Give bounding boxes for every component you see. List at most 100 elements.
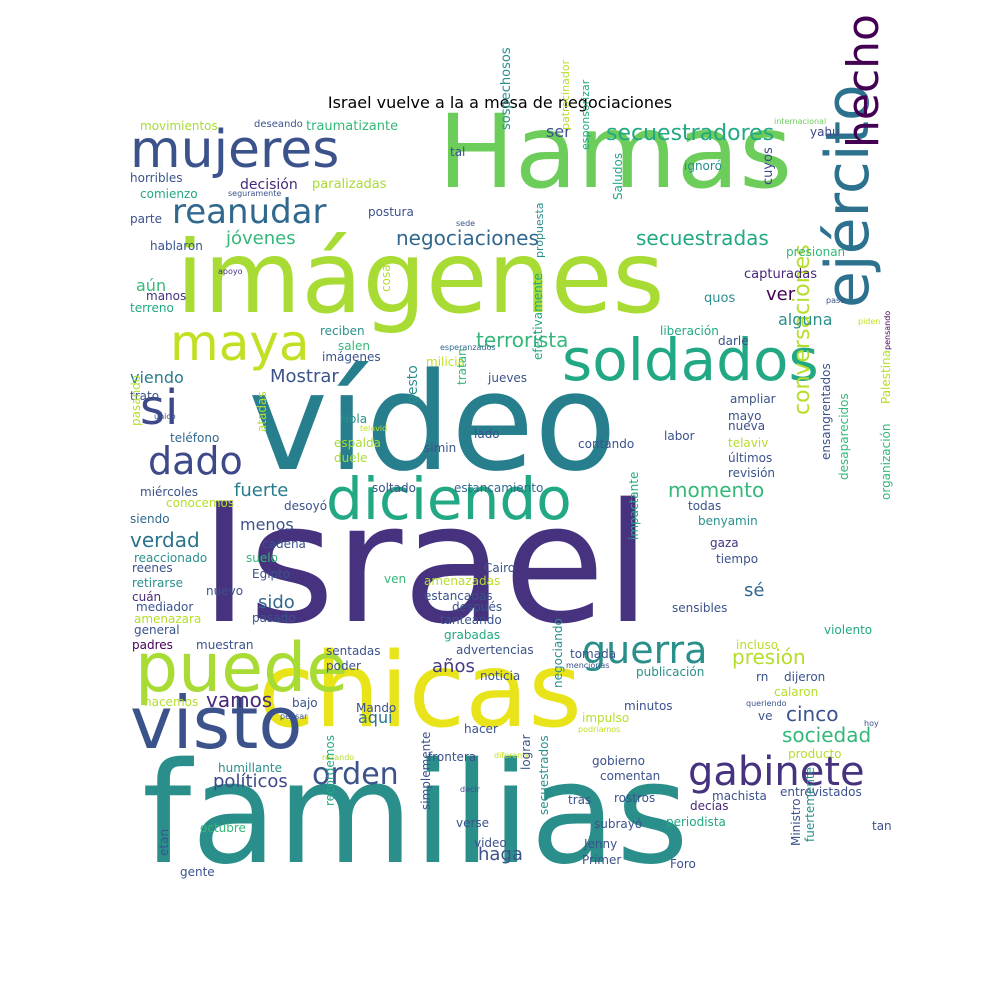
word-cloud-word: capturadas — [744, 267, 818, 282]
word-cloud-word: familias — [142, 733, 689, 896]
word-cloud-word: recordemos — [323, 735, 337, 806]
word-cloud-word: mediador — [136, 600, 194, 614]
word-cloud-word: jóvenes — [226, 228, 296, 249]
word-cloud-word: conocemos — [166, 496, 235, 510]
word-cloud-word: vamos — [206, 688, 273, 712]
word-cloud-word: duele — [334, 451, 368, 465]
word-cloud-word: telaviv — [728, 436, 769, 450]
word-cloud-word: decisión — [240, 177, 298, 193]
word-cloud-word: labor — [664, 429, 695, 443]
word-cloud-word: propuesta — [533, 202, 546, 259]
word-cloud-word: ensangrentados — [819, 363, 833, 460]
word-cloud-word: políticos — [213, 771, 288, 792]
word-cloud-word: impactante — [627, 471, 641, 540]
word-cloud-word: piden — [858, 317, 881, 326]
word-cloud-word: deseando — [254, 119, 303, 130]
word-cloud-word: seguramente — [228, 189, 282, 198]
word-cloud-word: nueva — [728, 419, 766, 433]
word-cloud-word: producto — [788, 747, 842, 761]
word-cloud-word: verse — [456, 816, 490, 830]
word-cloud-word: trato — [130, 389, 160, 403]
word-cloud-word: rezando — [322, 753, 355, 762]
word-cloud-word: esperanzados — [440, 343, 496, 352]
word-cloud-word: efectivamente — [531, 273, 545, 360]
word-cloud-word: quos — [704, 291, 736, 306]
word-cloud-word: tratan — [455, 348, 469, 385]
word-cloud-word: terrorista — [476, 328, 569, 352]
word-cloud-word: patrocinador — [559, 59, 572, 130]
word-cloud-word: orden — [312, 757, 399, 792]
word-cloud-word: comentan — [600, 769, 661, 783]
word-cloud-word: sospechosos — [499, 47, 514, 130]
word-cloud-word: internacional — [774, 117, 827, 126]
word-cloud-word: años — [432, 656, 475, 677]
word-cloud-word: simin — [424, 441, 457, 455]
word-cloud-word: reanudar — [172, 192, 327, 232]
word-cloud-word: poder — [326, 659, 361, 673]
word-cloud-word: diferente — [494, 751, 531, 760]
word-cloud-word: lograr — [519, 734, 533, 770]
word-cloud-word: Israel — [200, 468, 651, 660]
word-cloud-word: fuertemente — [803, 767, 817, 842]
word-cloud-word: contando — [578, 437, 635, 451]
word-cloud-word: horribles — [130, 171, 183, 185]
word-cloud-word: dado — [148, 439, 243, 483]
word-cloud-word: ignoró — [684, 159, 722, 173]
word-cloud-word: apoyo — [218, 267, 243, 276]
word-cloud-word: yahu — [810, 125, 840, 139]
word-cloud-word: Palestina — [879, 349, 893, 404]
word-cloud-word: cuyos — [761, 147, 776, 185]
word-cloud-word: Jenny — [584, 837, 618, 851]
word-cloud-word: pensando — [883, 310, 892, 350]
word-cloud-word: rostros — [614, 791, 656, 805]
word-cloud-word: octubre — [200, 821, 246, 835]
word-cloud-word: aún — [136, 276, 167, 295]
word-cloud-word: estancamiento — [454, 481, 544, 495]
word-cloud-word: imágenes — [322, 350, 381, 364]
word-cloud-word: Hamas — [438, 93, 793, 212]
word-cloud-word: gaza — [710, 536, 739, 550]
word-cloud-word: pasando — [129, 374, 143, 426]
word-cloud-word: único — [154, 412, 176, 421]
word-cloud-word: etan — [157, 828, 171, 856]
word-cloud-word: sociedad — [782, 723, 872, 747]
word-cloud-word: salen — [338, 339, 370, 353]
word-cloud-word: todas — [688, 499, 722, 513]
word-cloud-word: bajo — [292, 696, 318, 710]
word-cloud-word: terreno — [130, 301, 174, 315]
word-cloud-word: humillante — [218, 761, 282, 775]
word-cloud-word: estancadas — [424, 589, 493, 603]
word-cloud-word: nuevo — [206, 584, 244, 598]
word-cloud-word: comienzo — [140, 187, 198, 201]
word-cloud-word: aquí — [358, 708, 393, 727]
word-cloud-word: sede — [456, 219, 476, 228]
word-cloud-word: mujeres — [130, 120, 340, 180]
word-cloud-word: darle — [718, 334, 749, 348]
word-cloud-word: muestran — [196, 638, 254, 652]
word-cloud-word: después — [452, 600, 503, 614]
word-cloud-word: sentadas — [326, 644, 381, 658]
word-cloud-word: tanteando — [440, 613, 502, 627]
word-cloud-word: tras — [568, 793, 592, 807]
word-cloud-word: desaparecidos — [837, 393, 851, 480]
word-cloud-word: rn — [756, 670, 769, 684]
word-cloud-word: minutos — [624, 699, 673, 713]
word-cloud-word: chicas — [258, 631, 582, 751]
word-cloud-word: cuán — [132, 590, 162, 604]
word-cloud-word: grabadas — [444, 628, 501, 642]
word-cloud-word: milicia — [426, 355, 465, 369]
word-cloud-word: si — [140, 380, 179, 436]
word-cloud-word: pasado — [252, 611, 296, 625]
word-cloud-word: negociando — [551, 618, 565, 688]
word-cloud-word: tan — [872, 819, 892, 833]
word-cloud-word: diciendo — [326, 465, 572, 533]
word-cloud-word: movimientos — [140, 119, 218, 133]
word-cloud-word: secuestrados — [537, 735, 551, 815]
word-cloud-word: Mostrar — [270, 366, 339, 387]
word-cloud-word: amenazara — [134, 612, 202, 626]
word-cloud-word: fuerte — [234, 480, 289, 501]
word-cloud-word: impulso — [582, 711, 630, 725]
word-cloud-word: momento — [668, 478, 765, 502]
word-cloud-word: Mando — [356, 701, 397, 715]
